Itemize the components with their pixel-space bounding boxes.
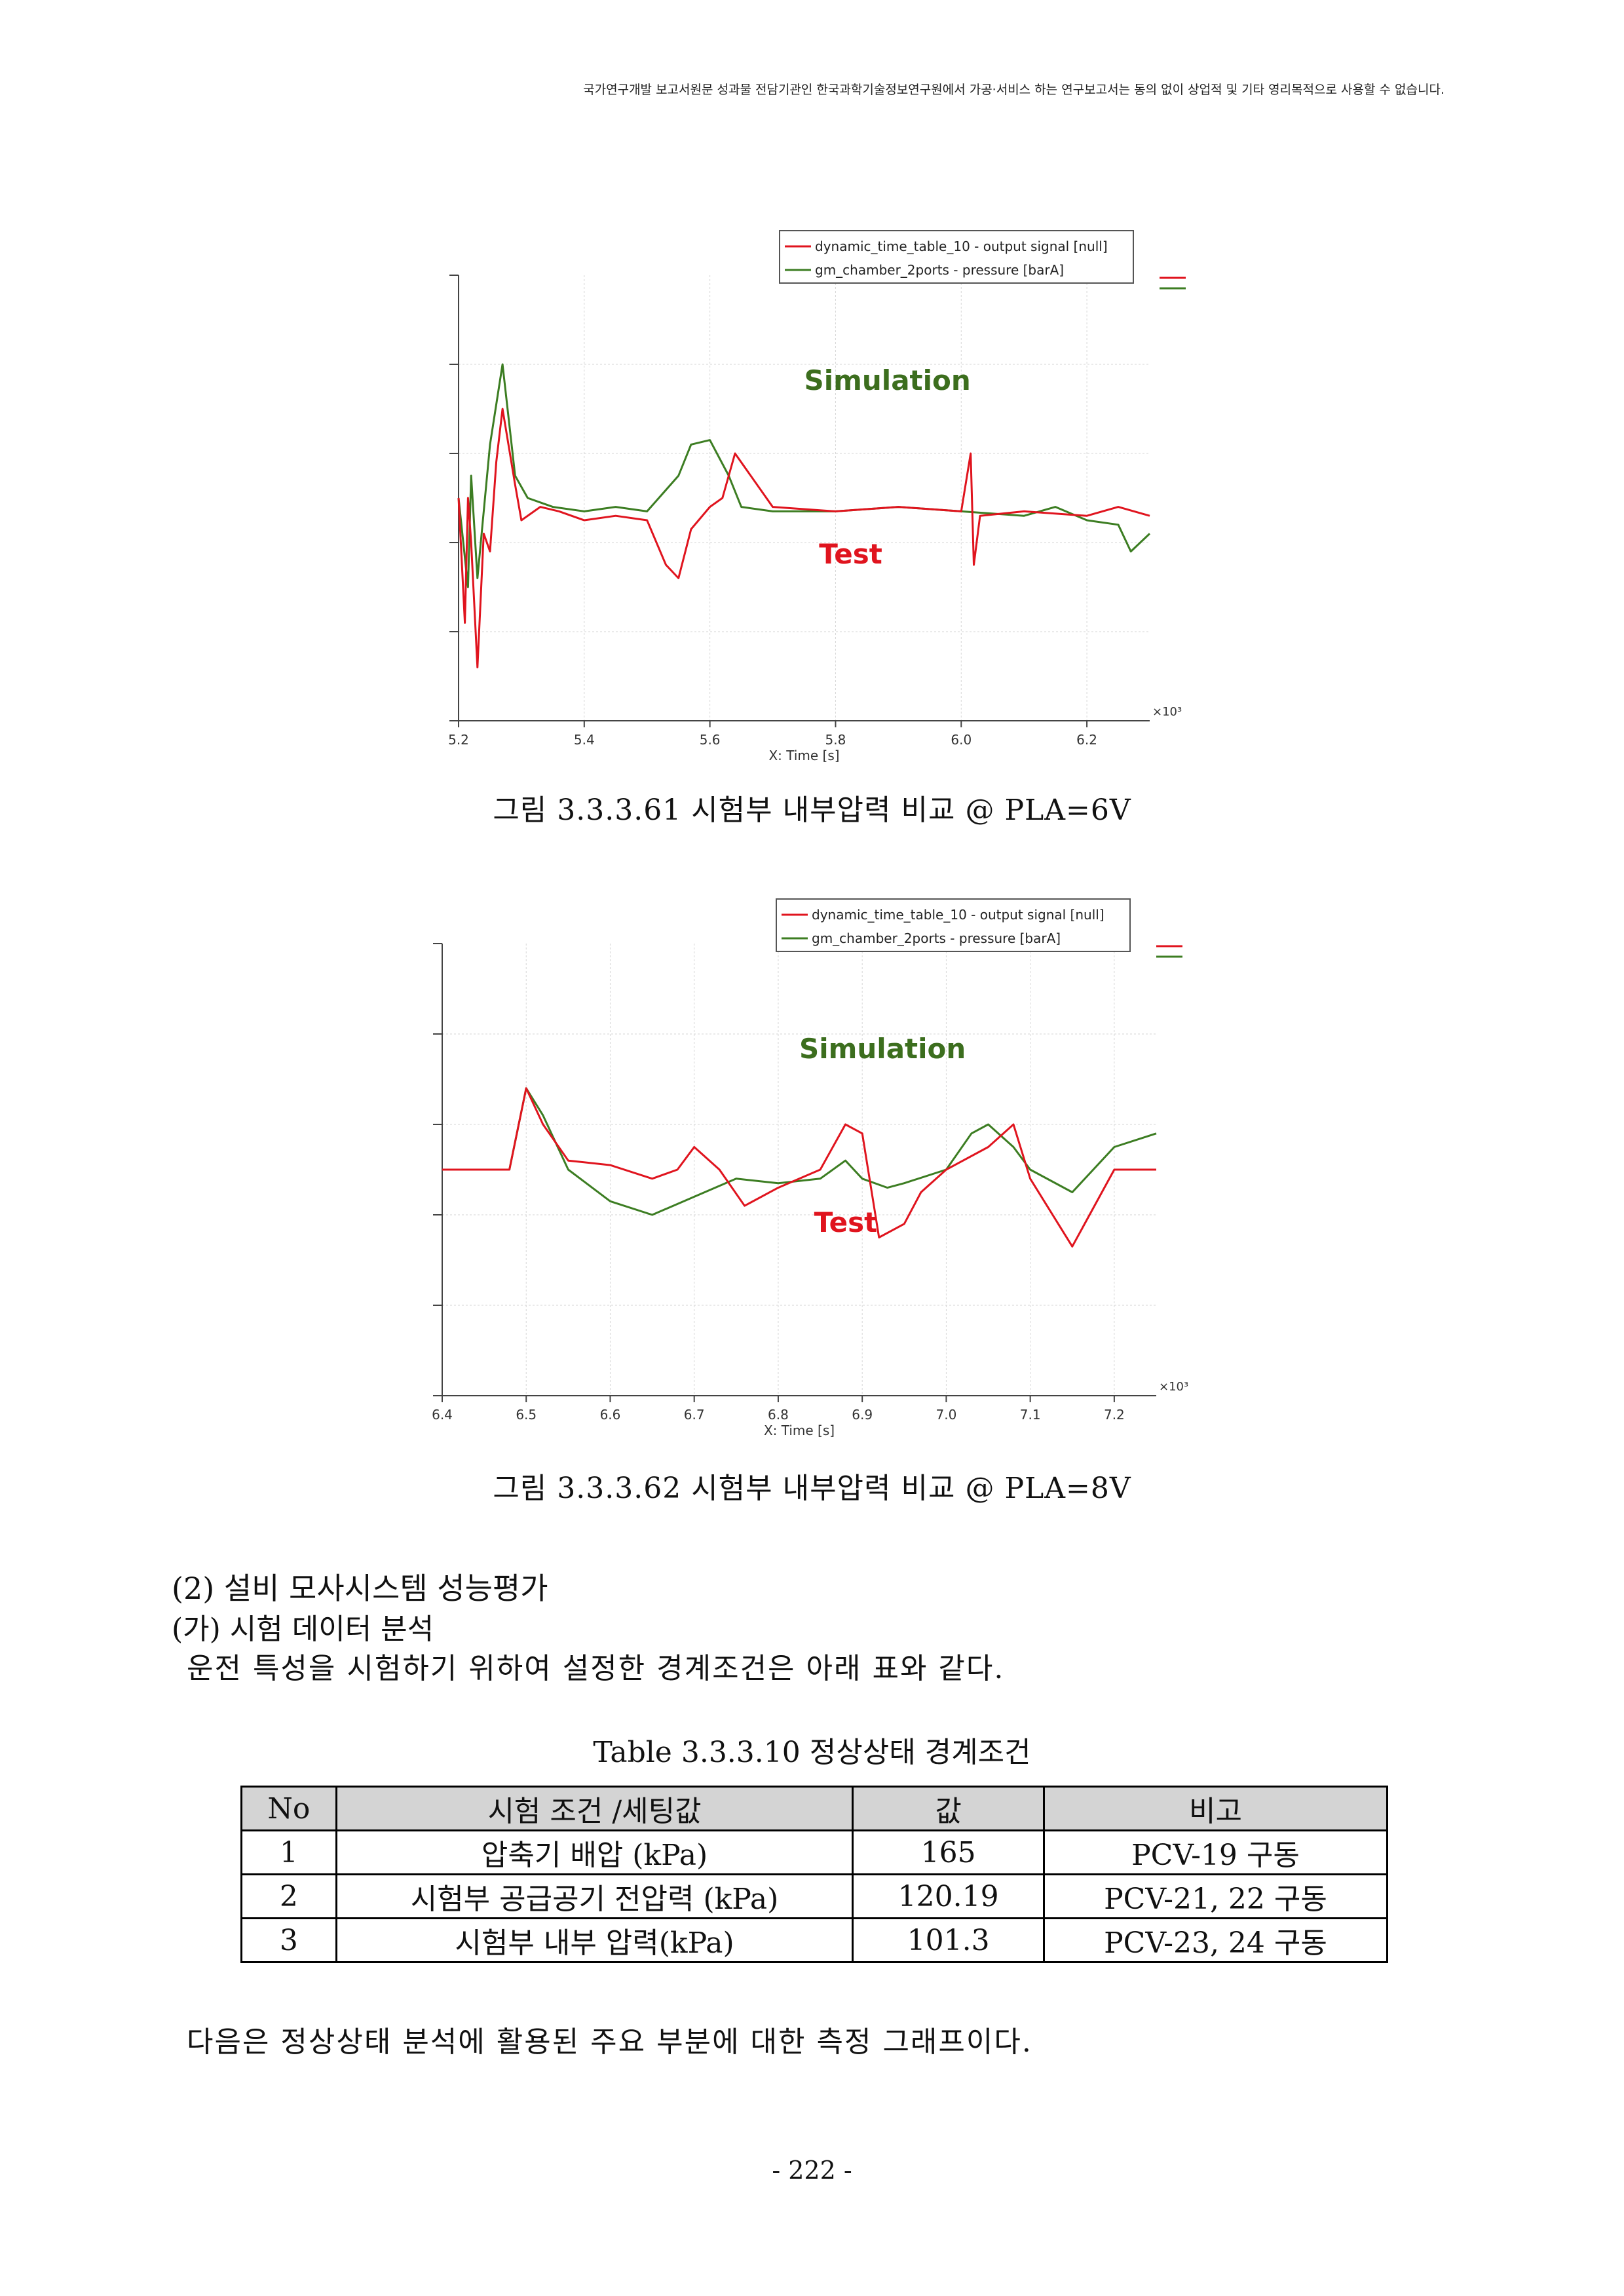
table-header-cell: 값 (852, 1786, 1045, 1831)
legend-label: dynamic_time_table_10 - output signal [n… (812, 907, 1105, 923)
x-tick-label: 6.5 (516, 1407, 537, 1423)
x-tick-label: 6.4 (432, 1407, 453, 1423)
table-cell: 101.3 (852, 1917, 1045, 1963)
x-axis-label: X: Time [s] (764, 1423, 835, 1438)
x-tick-label: 6.7 (684, 1407, 705, 1423)
boundary-condition-table: No 시험 조건 /세팅값 값 비고 1 압축기 배압 (kPa) 165 PC… (240, 1786, 1389, 1963)
simulation-annotation: Simulation (799, 1033, 966, 1065)
x-tick-label: 5.8 (825, 732, 846, 748)
chart-pla-8v: 6.4 6.5 6.6 6.7 6.8 6.9 7.0 7.1 7.2 ×10³ X: Time [… (429, 891, 1196, 1442)
subsection-heading: (가) 시험 데이터 분석 (172, 1613, 434, 1646)
legend-label: gm_chamber_2ports - pressure [barA] (812, 930, 1061, 946)
x-tick-label: 5.2 (448, 732, 469, 748)
x-tick-label: 6.8 (768, 1407, 789, 1423)
x-tick-label: 6.2 (1076, 732, 1097, 748)
table-cell: 시험부 내부 압력(kPa) (335, 1917, 854, 1963)
series-line (457, 408, 1150, 668)
legend-box (779, 230, 1134, 284)
intro-paragraph: 운전 특성을 시험하기 위하여 설정한 경계조건은 아래 표와 같다. (187, 1652, 1005, 1685)
series-line (442, 1087, 1157, 1216)
section-heading: (2) 설비 모사시스템 성능평가 (172, 1571, 548, 1606)
simulation-annotation: Simulation (804, 364, 971, 396)
chart-svg: 6.4 6.5 6.6 6.7 6.8 6.9 7.0 7.1 7.2 ×10³ X: Time [… (432, 898, 1188, 1438)
x-tick-label: 6.9 (852, 1407, 873, 1423)
table-row: 3 시험부 내부 압력(kPa) 101.3 PCV-23, 24 구동 (240, 1917, 1389, 1963)
table-header-cell: 비고 (1042, 1786, 1389, 1831)
x-axis-label: X: Time [s] (768, 748, 839, 763)
table-cell: 3 (240, 1917, 337, 1963)
table-header-row: No 시험 조건 /세팅값 값 비고 (240, 1786, 1389, 1831)
legend-label: dynamic_time_table_10 - output signal [n… (815, 239, 1108, 254)
x-multiplier-label: ×10³ (1152, 705, 1182, 719)
table-cell: 시험부 공급공기 전압력 (kPa) (335, 1873, 854, 1919)
table-cell: 165 (852, 1829, 1045, 1875)
table-row: 2 시험부 공급공기 전압력 (kPa) 120.19 PCV-21, 22 구… (240, 1873, 1389, 1919)
test-annotation: Test (814, 1206, 878, 1238)
legend-box (776, 898, 1131, 952)
chart-pla-6v: 5.2 5.4 5.6 5.8 6.0 6.2 ×10³ X: Time [s] dynamic… (432, 223, 1199, 773)
test-annotation: Test (819, 538, 882, 570)
x-tick-label: 5.4 (574, 732, 595, 748)
series-line (442, 1087, 1156, 1248)
table-cell: 1 (240, 1829, 337, 1875)
x-tick-label: 7.2 (1104, 1407, 1125, 1423)
series-line (457, 363, 1151, 588)
x-tick-label: 5.6 (700, 732, 721, 748)
table-cell: 2 (240, 1873, 337, 1919)
x-tick-label: 7.1 (1020, 1407, 1041, 1423)
table-header-cell: No (240, 1786, 337, 1831)
x-tick-label: 7.0 (936, 1407, 957, 1423)
table-cell: 압축기 배압 (kPa) (335, 1829, 854, 1875)
table-cell: PCV-19 구동 (1042, 1829, 1389, 1875)
table-cell: PCV-23, 24 구동 (1042, 1917, 1389, 1963)
figure-caption-6v: 그림 3.3.3.61 시험부 내부압력 비교 @ PLA=6V (493, 794, 1131, 827)
table-cell: PCV-21, 22 구동 (1042, 1873, 1389, 1919)
chart-svg: 5.2 5.4 5.6 5.8 6.0 6.2 ×10³ X: Time [s] dynamic… (448, 230, 1186, 763)
figure-caption-8v: 그림 3.3.3.62 시험부 내부압력 비교 @ PLA=8V (493, 1472, 1131, 1505)
x-tick-label: 6.6 (600, 1407, 621, 1423)
table-row: 1 압축기 배압 (kPa) 165 PCV-19 구동 (240, 1829, 1389, 1875)
copyright-notice: 국가연구개발 보고서원문 성과물 전담기관인 한국과학기술정보연구원에서 가공·… (583, 83, 1445, 97)
legend-label: gm_chamber_2ports - pressure [barA] (815, 262, 1064, 278)
page-number: - 222 - (772, 2156, 852, 2185)
x-tick-label: 6.0 (951, 732, 972, 748)
closing-paragraph: 다음은 정상상태 분석에 활용된 주요 부분에 대한 측정 그래프이다. (187, 2025, 1032, 2059)
table-header-cell: 시험 조건 /세팅값 (335, 1786, 854, 1831)
table-title: Table 3.3.3.10 정상상태 경계조건 (593, 1736, 1031, 1769)
table-cell: 120.19 (852, 1873, 1045, 1919)
x-multiplier-label: ×10³ (1159, 1380, 1188, 1394)
